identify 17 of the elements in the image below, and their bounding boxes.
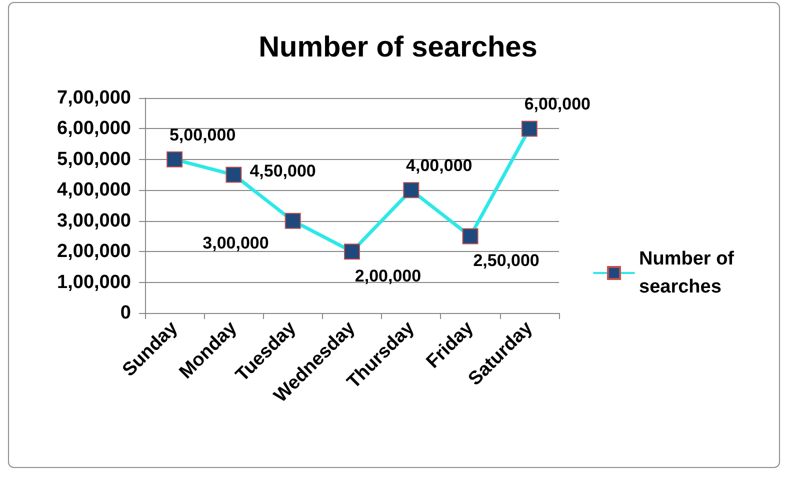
y-tick-label: 2,00,000: [57, 241, 131, 262]
y-tick-label: 0: [120, 302, 131, 324]
y-tick-label: 6,00,000: [57, 118, 131, 140]
y-tick-label: 3,00,000: [57, 210, 131, 232]
data-label: 6,00,000: [524, 94, 591, 114]
legend-label: Number of searches: [639, 248, 740, 298]
data-label: 2,50,000: [473, 251, 540, 270]
data-label: 4,50,000: [250, 161, 316, 180]
y-tick-label: 5,00,000: [57, 148, 131, 170]
data-label: 2,00,000: [354, 266, 422, 286]
y-tick-label: 4,00,000: [57, 180, 131, 201]
data-label: 5,00,000: [169, 125, 236, 144]
data-label: 3,00,000: [202, 233, 269, 252]
y-tick-label: 1,00,000: [57, 272, 131, 293]
data-label: 4,00,000: [406, 156, 472, 176]
y-tick-label: 7,00,000: [57, 88, 131, 108]
chart-title: Number of searches: [258, 32, 538, 64]
